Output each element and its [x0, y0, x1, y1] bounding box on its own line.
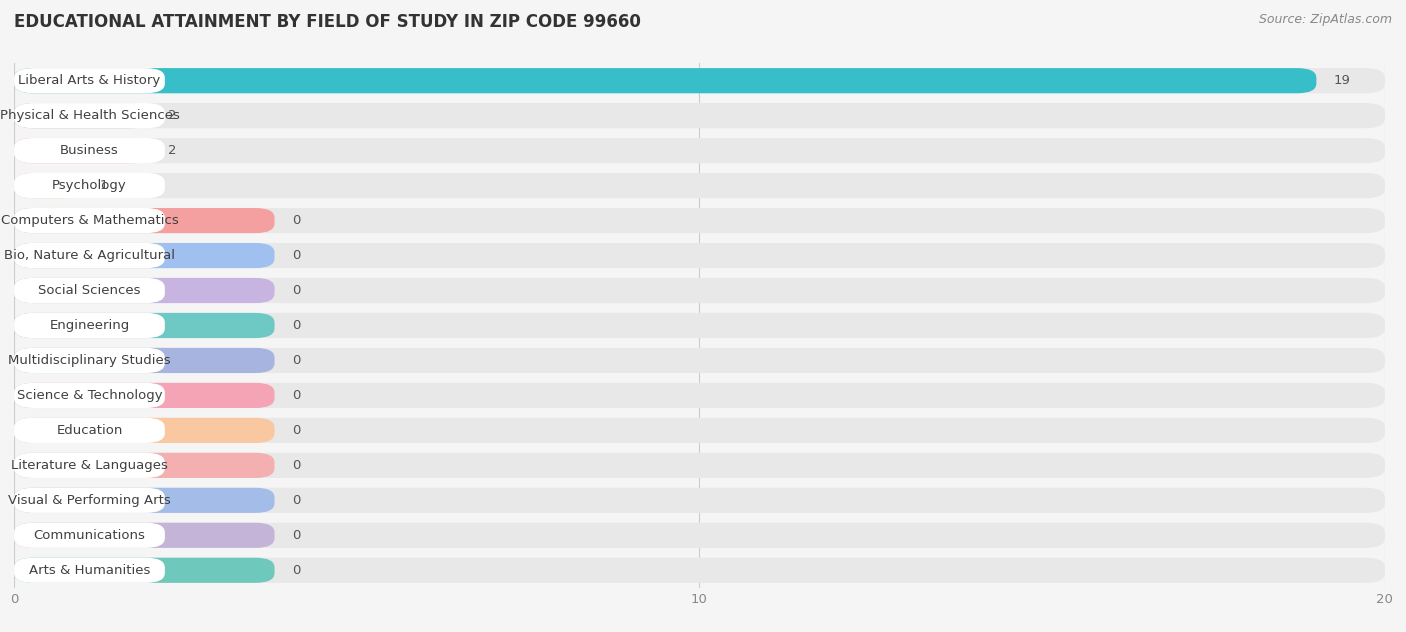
- FancyBboxPatch shape: [14, 208, 274, 233]
- Text: 0: 0: [291, 529, 299, 542]
- FancyBboxPatch shape: [14, 383, 165, 408]
- FancyBboxPatch shape: [14, 523, 165, 548]
- FancyBboxPatch shape: [14, 453, 274, 478]
- Text: Arts & Humanities: Arts & Humanities: [28, 564, 150, 577]
- Text: 0: 0: [291, 249, 299, 262]
- Text: EDUCATIONAL ATTAINMENT BY FIELD OF STUDY IN ZIP CODE 99660: EDUCATIONAL ATTAINMENT BY FIELD OF STUDY…: [14, 13, 641, 30]
- FancyBboxPatch shape: [14, 383, 274, 408]
- FancyBboxPatch shape: [14, 278, 1385, 303]
- FancyBboxPatch shape: [14, 453, 1385, 478]
- Text: Computers & Mathematics: Computers & Mathematics: [0, 214, 179, 227]
- Text: 1: 1: [100, 179, 108, 192]
- FancyBboxPatch shape: [14, 68, 1385, 94]
- Text: Visual & Performing Arts: Visual & Performing Arts: [8, 494, 172, 507]
- Text: 0: 0: [291, 319, 299, 332]
- Text: 2: 2: [169, 109, 177, 122]
- FancyBboxPatch shape: [14, 243, 165, 268]
- Text: 0: 0: [291, 494, 299, 507]
- FancyBboxPatch shape: [14, 557, 165, 583]
- FancyBboxPatch shape: [14, 243, 274, 268]
- Text: Psychology: Psychology: [52, 179, 127, 192]
- FancyBboxPatch shape: [14, 103, 165, 128]
- Text: 19: 19: [1333, 74, 1350, 87]
- FancyBboxPatch shape: [14, 313, 165, 338]
- FancyBboxPatch shape: [14, 348, 1385, 373]
- FancyBboxPatch shape: [14, 313, 1385, 338]
- Text: 0: 0: [291, 214, 299, 227]
- FancyBboxPatch shape: [14, 208, 165, 233]
- FancyBboxPatch shape: [14, 313, 274, 338]
- FancyBboxPatch shape: [14, 278, 165, 303]
- Text: Multidisciplinary Studies: Multidisciplinary Studies: [8, 354, 170, 367]
- Text: Physical & Health Sciences: Physical & Health Sciences: [0, 109, 180, 122]
- FancyBboxPatch shape: [14, 557, 274, 583]
- Text: Education: Education: [56, 424, 122, 437]
- FancyBboxPatch shape: [14, 418, 165, 443]
- FancyBboxPatch shape: [14, 243, 1385, 268]
- Text: 2: 2: [169, 144, 177, 157]
- FancyBboxPatch shape: [14, 348, 165, 373]
- FancyBboxPatch shape: [14, 488, 274, 513]
- FancyBboxPatch shape: [14, 418, 274, 443]
- FancyBboxPatch shape: [14, 557, 1385, 583]
- Text: 0: 0: [291, 564, 299, 577]
- FancyBboxPatch shape: [14, 103, 152, 128]
- FancyBboxPatch shape: [14, 68, 1316, 94]
- FancyBboxPatch shape: [14, 488, 1385, 513]
- FancyBboxPatch shape: [14, 523, 1385, 548]
- Text: 0: 0: [291, 284, 299, 297]
- Text: Bio, Nature & Agricultural: Bio, Nature & Agricultural: [4, 249, 174, 262]
- FancyBboxPatch shape: [14, 208, 1385, 233]
- Text: Engineering: Engineering: [49, 319, 129, 332]
- Text: Source: ZipAtlas.com: Source: ZipAtlas.com: [1258, 13, 1392, 26]
- FancyBboxPatch shape: [14, 173, 165, 198]
- FancyBboxPatch shape: [14, 278, 274, 303]
- FancyBboxPatch shape: [14, 348, 274, 373]
- Text: 0: 0: [291, 459, 299, 472]
- FancyBboxPatch shape: [14, 488, 165, 513]
- Text: Literature & Languages: Literature & Languages: [11, 459, 167, 472]
- Text: Science & Technology: Science & Technology: [17, 389, 162, 402]
- Text: Social Sciences: Social Sciences: [38, 284, 141, 297]
- Text: Communications: Communications: [34, 529, 145, 542]
- FancyBboxPatch shape: [14, 103, 1385, 128]
- FancyBboxPatch shape: [14, 173, 1385, 198]
- FancyBboxPatch shape: [14, 68, 165, 94]
- Text: 0: 0: [291, 354, 299, 367]
- FancyBboxPatch shape: [14, 523, 274, 548]
- FancyBboxPatch shape: [14, 418, 1385, 443]
- FancyBboxPatch shape: [14, 138, 165, 163]
- Text: 0: 0: [291, 389, 299, 402]
- Text: Liberal Arts & History: Liberal Arts & History: [18, 74, 160, 87]
- FancyBboxPatch shape: [14, 138, 152, 163]
- FancyBboxPatch shape: [14, 173, 83, 198]
- Text: Business: Business: [60, 144, 120, 157]
- Text: 0: 0: [291, 424, 299, 437]
- FancyBboxPatch shape: [14, 453, 165, 478]
- FancyBboxPatch shape: [14, 383, 1385, 408]
- FancyBboxPatch shape: [14, 138, 1385, 163]
